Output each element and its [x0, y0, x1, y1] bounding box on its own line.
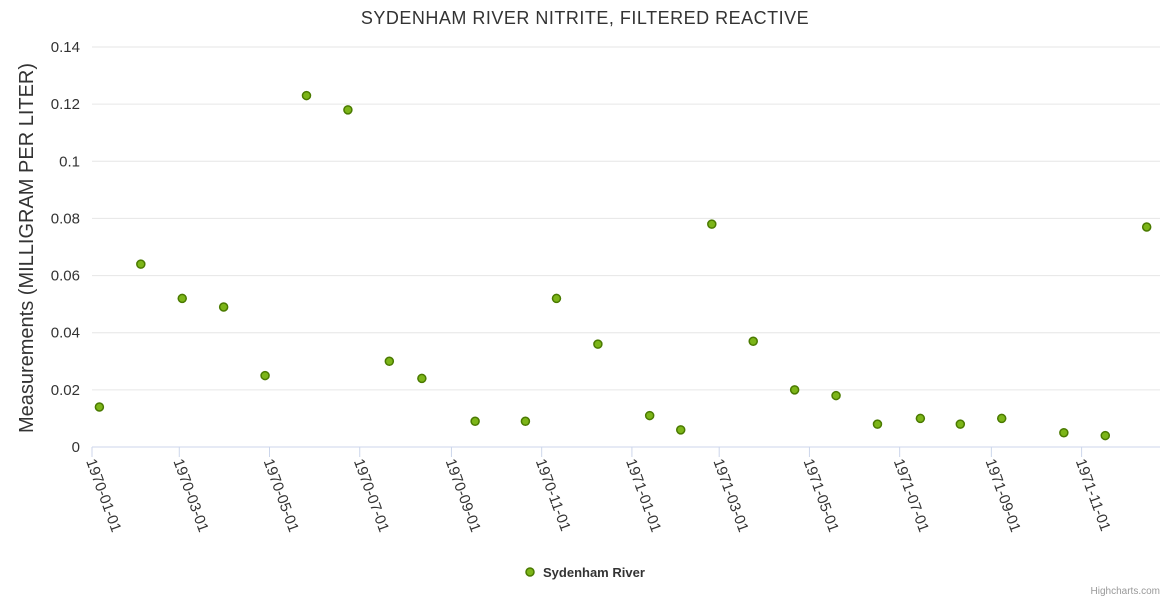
x-tick-label: 1971-03-01 — [709, 457, 751, 535]
chart-title: SYDENHAM RIVER NITRITE, FILTERED REACTIV… — [361, 8, 809, 28]
data-point[interactable] — [593, 339, 603, 349]
x-tick-label: 1970-09-01 — [442, 457, 484, 535]
data-point[interactable] — [1141, 222, 1152, 232]
x-tick-label: 1971-01-01 — [622, 457, 664, 535]
data-point[interactable] — [955, 419, 966, 429]
y-axis-ticks: 0 0.02 0.04 0.06 0.08 0.1 0.12 0.14 — [51, 39, 80, 456]
data-point[interactable] — [301, 90, 312, 101]
data-point[interactable] — [177, 293, 187, 304]
data-points — [94, 90, 1152, 441]
data-point[interactable] — [915, 413, 926, 424]
x-tick-label: 1971-07-01 — [890, 457, 932, 535]
y-tick-label: 0.02 — [51, 382, 80, 399]
data-point[interactable] — [644, 410, 655, 421]
data-point[interactable] — [417, 373, 427, 384]
credits-link[interactable]: Highcharts.com — [1091, 586, 1160, 597]
legend-marker-icon[interactable] — [525, 567, 535, 577]
y-tick-label: 0.12 — [51, 96, 80, 113]
x-tick-label: 1971-09-01 — [982, 457, 1024, 535]
y-tick-label: 0.1 — [59, 153, 80, 170]
data-point[interactable] — [551, 293, 562, 304]
x-tick-label: 1971-11-01 — [1072, 457, 1114, 534]
data-point[interactable] — [872, 419, 883, 429]
data-point[interactable] — [748, 336, 758, 347]
x-tick-label: 1970-11-01 — [532, 457, 574, 534]
x-tick-label: 1970-01-01 — [82, 457, 124, 535]
data-point[interactable] — [136, 259, 146, 269]
y-tick-label: 0.04 — [51, 325, 80, 342]
data-point[interactable] — [470, 416, 480, 427]
data-point[interactable] — [707, 219, 717, 229]
x-tick-label: 1971-05-01 — [800, 457, 842, 535]
data-point[interactable] — [789, 385, 800, 395]
data-point[interactable] — [1100, 430, 1111, 441]
x-tick-label: 1970-05-01 — [260, 457, 302, 535]
x-tick-label: 1970-03-01 — [170, 457, 212, 535]
data-point[interactable] — [343, 105, 353, 115]
data-point[interactable] — [675, 425, 686, 435]
y-tick-label: 0.08 — [51, 210, 80, 227]
data-point[interactable] — [1059, 427, 1069, 438]
grid-lines — [92, 46, 1160, 391]
x-tick-label: 1970-07-01 — [350, 457, 392, 535]
data-point[interactable] — [260, 370, 270, 381]
y-axis-label: Measurements (MILLIGRAM PER LITER) — [16, 63, 38, 433]
y-tick-label: 0 — [72, 439, 80, 456]
data-point[interactable] — [218, 302, 229, 312]
y-tick-label: 0.06 — [51, 268, 80, 285]
data-point[interactable] — [996, 413, 1007, 424]
legend[interactable]: Sydenham River — [525, 565, 645, 580]
x-axis-ticks: 1970-01-01 1970-03-01 1970-05-01 1970-07-01… — [82, 447, 1114, 535]
data-point[interactable] — [94, 402, 105, 412]
data-point[interactable] — [831, 390, 841, 401]
data-point[interactable] — [384, 356, 395, 367]
data-point[interactable] — [520, 416, 531, 427]
legend-item-sydenham-river[interactable]: Sydenham River — [543, 565, 645, 580]
y-tick-label: 0.14 — [51, 39, 80, 56]
